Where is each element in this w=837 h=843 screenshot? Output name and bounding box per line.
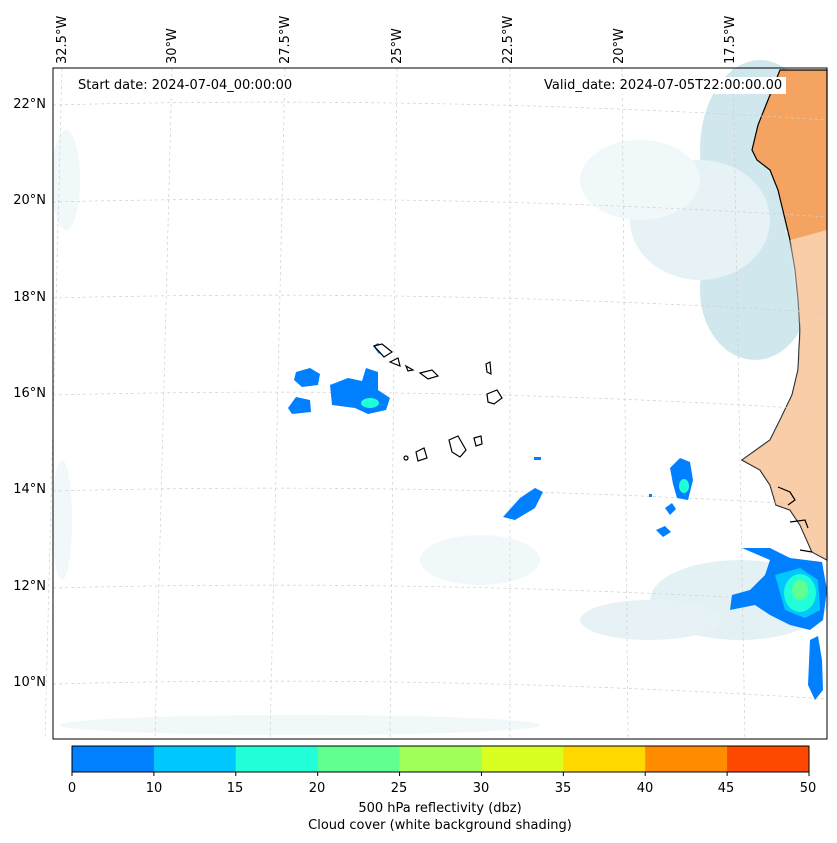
lat-label-16: 16°N [13,386,46,401]
lat-label-10: 10°N [13,675,46,690]
valid-date-label: Valid_date: 2024-07-05T22:00:00.00 [540,77,787,94]
colorbar-frame [71,745,810,773]
lat-label-18: 18°N [13,290,46,305]
colorbar-tick-25: 25 [390,781,408,796]
lon-label-17-5: 17.5°W [723,15,738,64]
reflectivity-layer [288,343,827,700]
colorbar-tick-marks [71,772,810,776]
colorbar-tick-10: 10 [145,781,163,796]
colorbar-tick-35: 35 [554,781,572,796]
lon-label-22-5: 22.5°W [501,15,516,64]
land-fade [742,230,827,560]
africa-land [740,69,828,561]
colorbar-tick-45: 45 [717,781,735,796]
colorbar-segment [153,746,237,772]
coastline-detail [777,486,813,553]
colorbar-segment [481,746,564,772]
lon-label-32-5: 32.5°W [55,15,70,64]
start-date-label: Start date: 2024-07-04_00:00:00 [74,77,297,94]
colorbar-segment [399,746,482,772]
colorbar-tick-15: 15 [226,781,244,796]
colorbar-tick-20: 20 [308,781,326,796]
colorbar [72,746,810,772]
colorbar-segment [72,746,155,772]
lon-label-30: 30°W [165,28,180,64]
lat-label-14: 14°N [13,482,46,497]
map-frame [52,67,828,740]
lat-label-12: 12°N [13,579,46,594]
colorbar-tick-40: 40 [636,781,654,796]
cape-verde-islands [372,343,503,462]
colorbar-segment [563,746,646,772]
colorbar-sublabel: Cloud cover (white background shading) [308,818,572,833]
colorbar-tick-50: 50 [799,781,817,796]
colorbar-segment [645,746,728,772]
colorbar-segment [727,746,810,772]
gridlines [44,67,828,740]
lon-label-25: 25°W [390,28,405,64]
lon-label-27-5: 27.5°W [278,15,293,64]
colorbar-segment [317,746,401,772]
lat-label-22: 22°N [13,97,46,112]
colorbar-segment [235,746,319,772]
colorbar-tick-30: 30 [472,781,490,796]
colorbar-label: 500 hPa reflectivity (dbz) [358,801,522,816]
colorbar-tick-0: 0 [67,781,77,796]
lon-label-20: 20°W [612,28,627,64]
lat-label-20: 20°N [13,193,46,208]
